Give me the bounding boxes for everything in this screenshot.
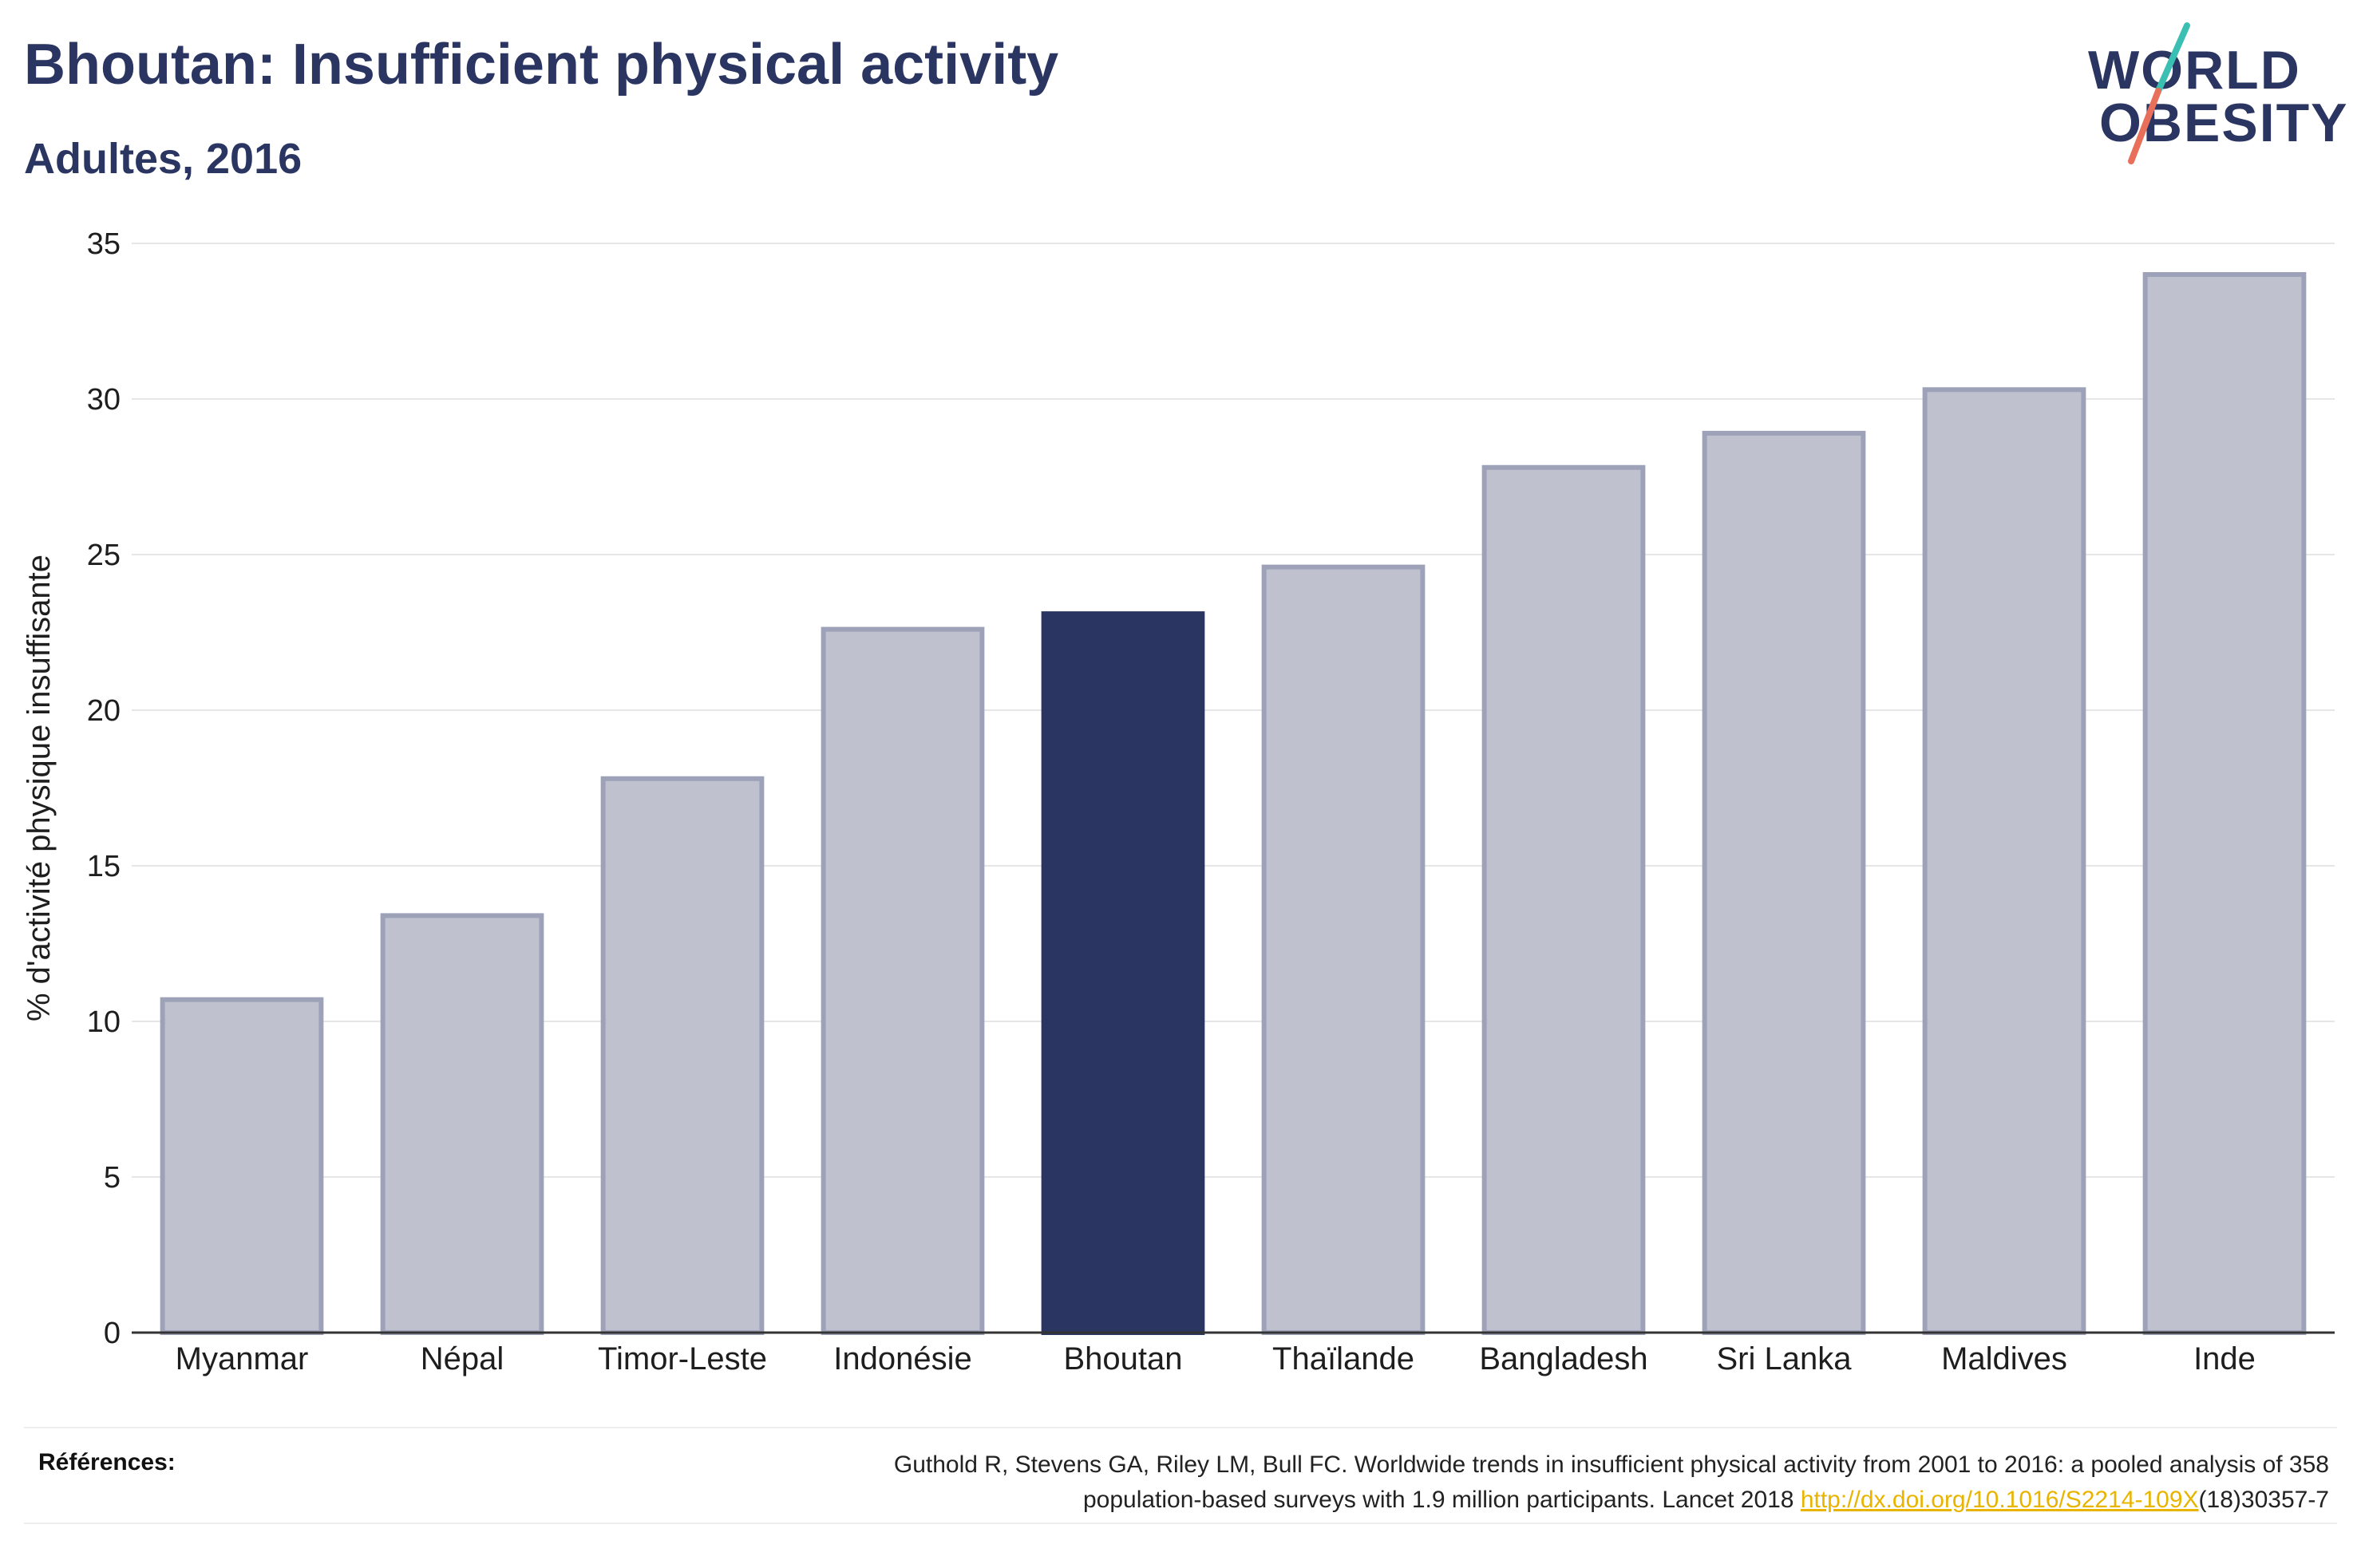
reference-line-1: Guthold R, Stevens GA, Riley LM, Bull FC…	[893, 1451, 2329, 1478]
y-tick-label: 20	[87, 694, 121, 728]
bar	[380, 913, 544, 1335]
y-tick-label: 30	[87, 383, 121, 417]
y-tick-label: 0	[104, 1317, 121, 1350]
bar-highlighted	[1041, 611, 1205, 1336]
axes: 0 5 10 15 20 25 30 35 Myanmar Népal Timor-Leste Ind…	[87, 227, 2335, 1376]
reference-doi-link[interactable]: http://dx.doi.org/10.1016/S2214-109X	[1800, 1487, 2199, 1513]
y-tick-label: 25	[87, 539, 121, 572]
references-text: Guthold R, Stevens GA, Riley LM, Bull FC…	[493, 1448, 2329, 1518]
reference-line-2-text: population-based surveys with 1.9 millio…	[1082, 1487, 1801, 1513]
bar	[2142, 272, 2307, 1335]
reference-line-2-suffix: (18)30357-7	[2198, 1487, 2329, 1513]
bar	[821, 626, 985, 1335]
references-panel: Références: Guthold R, Stevens GA, Riley…	[24, 1427, 2337, 1524]
y-tick-label: 15	[87, 850, 121, 883]
bar	[1261, 564, 1426, 1336]
references-label: Références:	[38, 1449, 176, 1475]
x-tick-label: Sri Lanka	[1717, 1341, 1853, 1376]
x-tick-label: Bhoutan	[1063, 1341, 1182, 1376]
x-tick-label: Thaïlande	[1272, 1341, 1414, 1376]
reference-line-2: population-based surveys with 1.9 millio…	[493, 1483, 2329, 1518]
x-tick-label: Népal	[421, 1341, 504, 1376]
y-axis-title: % d'activité physique insuffisante	[22, 555, 57, 1021]
y-tick-label: 5	[104, 1161, 121, 1195]
bar-chart: 0 5 10 15 20 25 30 35 Myanmar Népal Timor-Leste Ind…	[22, 227, 2335, 1376]
chart-subtitle: Adultes, 2016	[24, 135, 303, 183]
chart-title: Bhoutan: Insufficient physical activity	[24, 33, 1059, 97]
y-tick-label: 10	[87, 1005, 121, 1039]
bar	[1922, 387, 2086, 1335]
logo-word-world: WORLD	[2088, 40, 2301, 101]
logo-slash-icon	[2128, 22, 2190, 164]
x-tick-label: Bangladesh	[1479, 1341, 1647, 1376]
y-tick-label: 35	[87, 227, 121, 261]
bar	[1481, 464, 1646, 1335]
bars	[160, 272, 2307, 1336]
x-tick-label: Inde	[2193, 1341, 2256, 1376]
x-tick-label: Indonésie	[833, 1341, 971, 1376]
bar	[600, 776, 765, 1335]
x-tick-label: Myanmar	[176, 1341, 309, 1376]
x-tick-label: Timor-Leste	[598, 1341, 767, 1376]
x-tick-label: Maldives	[1941, 1341, 2067, 1376]
world-obesity-logo: WORLD OBESITY	[2075, 19, 2347, 171]
bar	[160, 997, 324, 1335]
bar	[1702, 430, 1866, 1335]
